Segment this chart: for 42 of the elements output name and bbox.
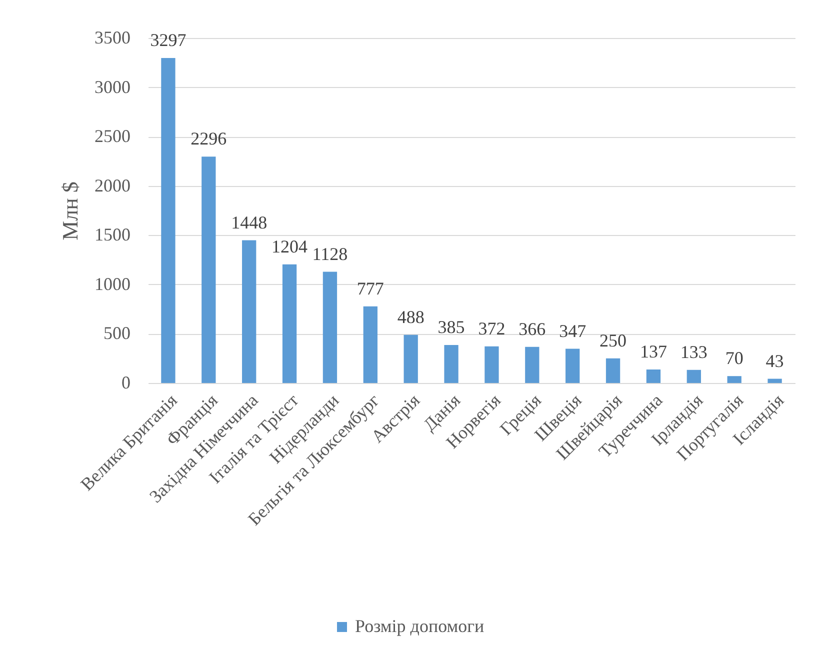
data-label: 3297 xyxy=(150,30,186,50)
y-tick-label: 1500 xyxy=(94,224,130,245)
bar xyxy=(686,370,701,383)
bar xyxy=(727,376,742,383)
y-tick-label: 2500 xyxy=(94,126,130,146)
bar xyxy=(444,345,458,383)
data-label: 366 xyxy=(518,318,546,339)
data-label: 70 xyxy=(725,348,744,368)
y-tick-label: 2000 xyxy=(94,175,130,196)
data-label: 43 xyxy=(766,350,784,371)
bar xyxy=(363,306,378,383)
y-tick-label: 500 xyxy=(104,323,130,344)
y-axis-title: Млн $ xyxy=(58,182,82,240)
data-label: 2296 xyxy=(190,128,227,149)
y-tick-label: 0 xyxy=(122,372,130,392)
data-label: 347 xyxy=(559,320,586,341)
y-tick-label: 1000 xyxy=(94,274,130,294)
data-label: 1128 xyxy=(312,244,348,264)
bar xyxy=(646,369,661,383)
data-label: 488 xyxy=(397,306,424,327)
data-label: 1204 xyxy=(272,236,308,256)
data-label: 133 xyxy=(680,342,708,362)
data-label: 372 xyxy=(478,318,506,338)
bar xyxy=(202,156,216,383)
bar xyxy=(322,272,338,383)
y-tick-label: 3000 xyxy=(94,76,130,97)
data-label: 250 xyxy=(600,330,627,350)
data-label: 385 xyxy=(438,317,465,338)
bar xyxy=(484,346,499,383)
data-label: 1448 xyxy=(231,212,268,232)
bar xyxy=(161,58,176,383)
bar xyxy=(525,346,540,383)
bar xyxy=(606,358,620,383)
bar xyxy=(282,264,297,383)
bar xyxy=(768,378,782,383)
bar xyxy=(566,348,580,383)
y-tick-label: 3500 xyxy=(94,28,130,48)
bar xyxy=(242,240,256,383)
data-label: 137 xyxy=(640,341,667,362)
legend-label: Розмір допомоги xyxy=(355,616,485,636)
bar xyxy=(404,334,418,383)
data-label: 777 xyxy=(356,278,384,298)
